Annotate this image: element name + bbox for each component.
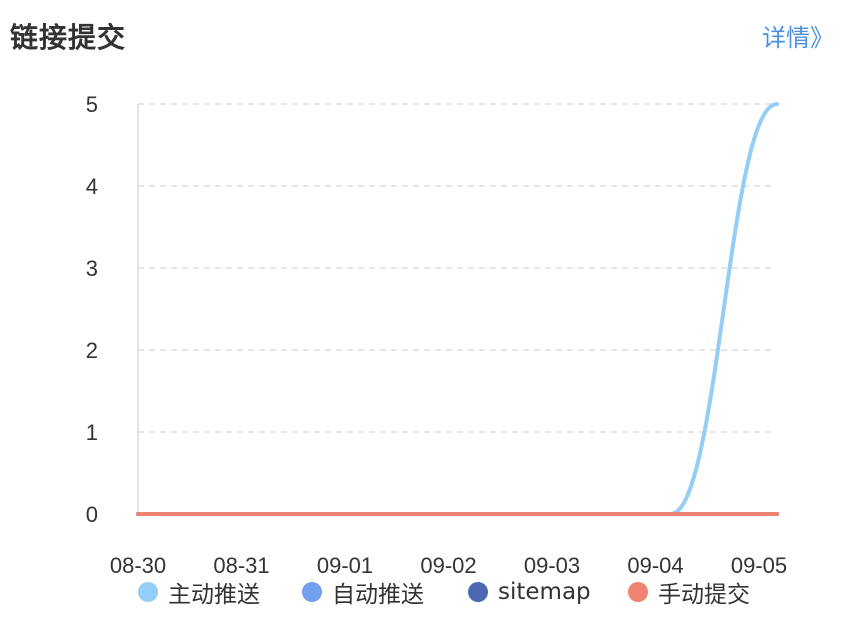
legend-label: sitemap bbox=[498, 579, 591, 605]
line-chart: 0 1 2 3 4 5 08-30 08-31 09-01 09-02 09-03 09-04 09-… bbox=[86, 92, 787, 574]
x-tick-label: 09-03 bbox=[524, 553, 580, 574]
x-tick-label: 08-30 bbox=[110, 553, 166, 574]
legend-label: 主动推送 bbox=[168, 582, 260, 608]
series-lines bbox=[136, 102, 779, 517]
legend: 主动推送 自动推送 sitemap 手动提交 bbox=[0, 574, 848, 610]
y-tick-label: 4 bbox=[86, 174, 98, 199]
x-tick-label: 09-05 bbox=[731, 553, 787, 574]
x-axis: 08-30 08-31 09-01 09-02 09-03 09-04 09-05 bbox=[110, 553, 787, 574]
card-title: 链接提交 bbox=[10, 21, 127, 54]
legend-label: 手动提交 bbox=[658, 582, 750, 608]
legend-item-manual-submit[interactable]: 手动提交 bbox=[628, 574, 750, 610]
y-tick-label: 2 bbox=[86, 338, 98, 363]
series-line-1 bbox=[136, 102, 779, 517]
grid-lines bbox=[138, 103, 771, 433]
x-tick-label: 09-01 bbox=[317, 553, 373, 574]
x-tick-label: 09-04 bbox=[627, 553, 683, 574]
y-tick-label: 1 bbox=[86, 420, 98, 445]
legend-dot-icon bbox=[138, 582, 158, 602]
y-axis: 0 1 2 3 4 5 bbox=[86, 92, 139, 527]
legend-label: 自动推送 bbox=[332, 582, 424, 608]
y-tick-label: 0 bbox=[86, 502, 98, 527]
legend-item-auto-push[interactable]: 自动推送 bbox=[302, 574, 424, 610]
x-tick-label: 09-02 bbox=[420, 553, 476, 574]
detail-link[interactable]: 详情》 bbox=[762, 24, 834, 52]
y-tick-label: 3 bbox=[86, 256, 98, 281]
legend-item-active-push[interactable]: 主动推送 bbox=[138, 574, 260, 610]
x-tick-label: 08-31 bbox=[213, 553, 269, 574]
legend-dot-icon bbox=[302, 582, 322, 602]
y-tick-label: 5 bbox=[86, 92, 98, 117]
legend-item-sitemap[interactable]: sitemap bbox=[468, 574, 591, 610]
legend-dot-icon bbox=[628, 582, 648, 602]
legend-dot-icon bbox=[468, 582, 488, 602]
